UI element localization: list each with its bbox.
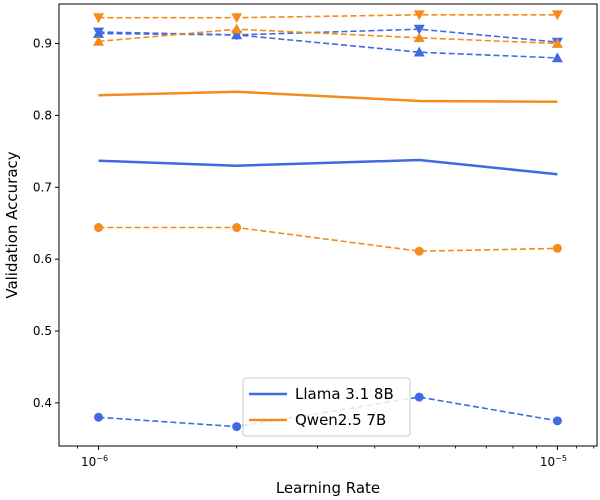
y-axis-label: Validation Accuracy (3, 151, 21, 298)
y-tick-label: 0.8 (33, 108, 52, 122)
legend-label-llama: Llama 3.1 8B (295, 385, 394, 403)
y-tick-label: 0.9 (33, 37, 52, 51)
data-point (232, 422, 242, 432)
data-point (414, 392, 424, 402)
legend-box (242, 377, 411, 437)
series-line (98, 14, 558, 19)
series-0 (98, 158, 558, 176)
series-6 (93, 23, 563, 48)
data-point (94, 412, 104, 422)
y-tick-label: 0.5 (33, 324, 52, 338)
y-tick-label: 0.4 (33, 396, 52, 410)
data-point (413, 10, 425, 21)
data-point (551, 10, 563, 21)
data-point (232, 223, 242, 233)
plot-frame (58, 3, 598, 447)
data-point (413, 24, 425, 35)
data-point (552, 416, 562, 426)
data-point (231, 13, 243, 24)
data-point (551, 38, 563, 48)
series-line (98, 158, 558, 176)
series-line (98, 28, 558, 43)
data-point (414, 246, 424, 256)
data-point (552, 243, 562, 253)
data-point (413, 46, 425, 57)
series-line (98, 226, 558, 253)
data-point (93, 13, 105, 24)
data-point (413, 32, 425, 43)
x-axis-ticks: 10−6 10−5 (77, 446, 595, 469)
legend: Llama 3.1 8B Qwen2.5 7B (242, 377, 411, 437)
series-line (98, 90, 558, 103)
x-axis-label: Learning Rate (276, 479, 380, 497)
data-point (231, 23, 243, 34)
series-4 (98, 90, 558, 103)
data-point (551, 52, 563, 63)
y-axis-ticks: 0.4 0.5 0.6 0.7 0.8 0.9 (33, 37, 59, 410)
x-tick-label: 10−5 (540, 454, 567, 469)
y-tick-label: 0.7 (33, 180, 52, 194)
series-7 (93, 10, 563, 24)
x-tick-label: 10−6 (81, 454, 108, 469)
series-line (98, 28, 558, 45)
y-tick-label: 0.6 (33, 252, 52, 266)
data-point (94, 223, 104, 233)
plot-area (93, 10, 563, 432)
data-point (93, 27, 105, 38)
data-point (93, 35, 105, 46)
series-5 (94, 223, 562, 256)
legend-label-qwen: Qwen2.5 7B (295, 411, 386, 429)
series-line (98, 32, 558, 59)
